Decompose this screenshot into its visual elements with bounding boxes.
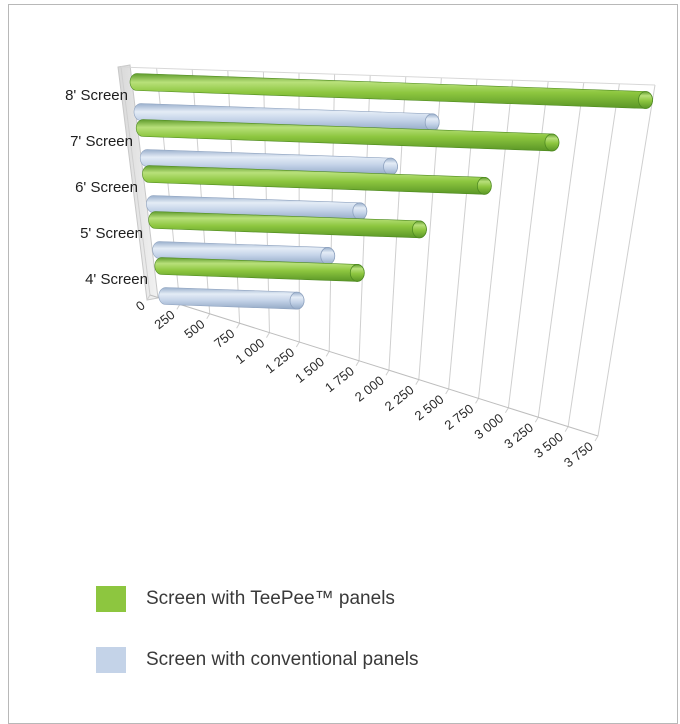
x-tick-label: 1 250 xyxy=(262,345,297,377)
gridline-tick xyxy=(266,333,269,338)
gridline-tick xyxy=(356,361,359,366)
gridline-tick xyxy=(416,380,419,385)
gridline-tick xyxy=(386,370,389,375)
gridline xyxy=(479,80,513,398)
x-tick-label: 1 500 xyxy=(292,354,327,386)
category-label: 7' Screen xyxy=(70,133,133,150)
category-label: 8' Screen xyxy=(65,87,128,104)
legend-swatch-teepee xyxy=(96,586,126,612)
gridline-tick xyxy=(207,314,210,319)
gridline-tick xyxy=(476,398,479,403)
x-tick-label: 250 xyxy=(151,307,177,332)
bar-teepee xyxy=(130,74,653,109)
x-tick-label: 500 xyxy=(181,316,207,341)
gridline xyxy=(508,81,548,407)
x-tick-label: 2 750 xyxy=(441,401,476,433)
gridline-tick xyxy=(505,408,508,413)
x-tick-label: 0 xyxy=(133,298,148,314)
x-tick-label: 3 750 xyxy=(561,439,596,471)
gridline-tick xyxy=(535,417,538,422)
x-tick-label: 750 xyxy=(211,326,237,351)
bar-conventional xyxy=(159,288,304,310)
x-tick-label: 3 250 xyxy=(501,420,536,452)
x-tick-label: 2 000 xyxy=(352,373,387,405)
legend-item-teepee: Screen with TeePee™ panels xyxy=(96,586,395,612)
gridline-tick xyxy=(237,323,240,328)
legend-item-conventional: Screen with conventional panels xyxy=(96,647,419,673)
gridline-tick xyxy=(446,389,449,394)
x-tick-label: 3 500 xyxy=(531,429,566,461)
x-tick-label: 1 000 xyxy=(232,335,267,367)
x-tick-label: 1 750 xyxy=(322,363,357,395)
gridline xyxy=(568,84,619,427)
gridline-tick xyxy=(326,351,329,356)
x-tick-label: 2 250 xyxy=(382,382,417,414)
legend-label-teepee: Screen with TeePee™ panels xyxy=(146,588,395,610)
legend-label-conventional: Screen with conventional panels xyxy=(146,649,419,671)
gridline-tick xyxy=(296,342,299,347)
bars xyxy=(130,74,653,310)
gridline xyxy=(449,79,477,389)
legend-swatch-conventional xyxy=(96,647,126,673)
category-label: 4' Screen xyxy=(85,271,148,288)
gridline-tick xyxy=(565,427,568,432)
x-axis-line xyxy=(150,295,598,436)
gridline xyxy=(598,85,655,436)
x-tick-label: 2 500 xyxy=(412,392,447,424)
category-label: 5' Screen xyxy=(80,225,143,242)
category-label: 6' Screen xyxy=(75,179,138,196)
gridline-tick xyxy=(595,436,598,441)
x-tick-label: 3 000 xyxy=(471,410,506,442)
